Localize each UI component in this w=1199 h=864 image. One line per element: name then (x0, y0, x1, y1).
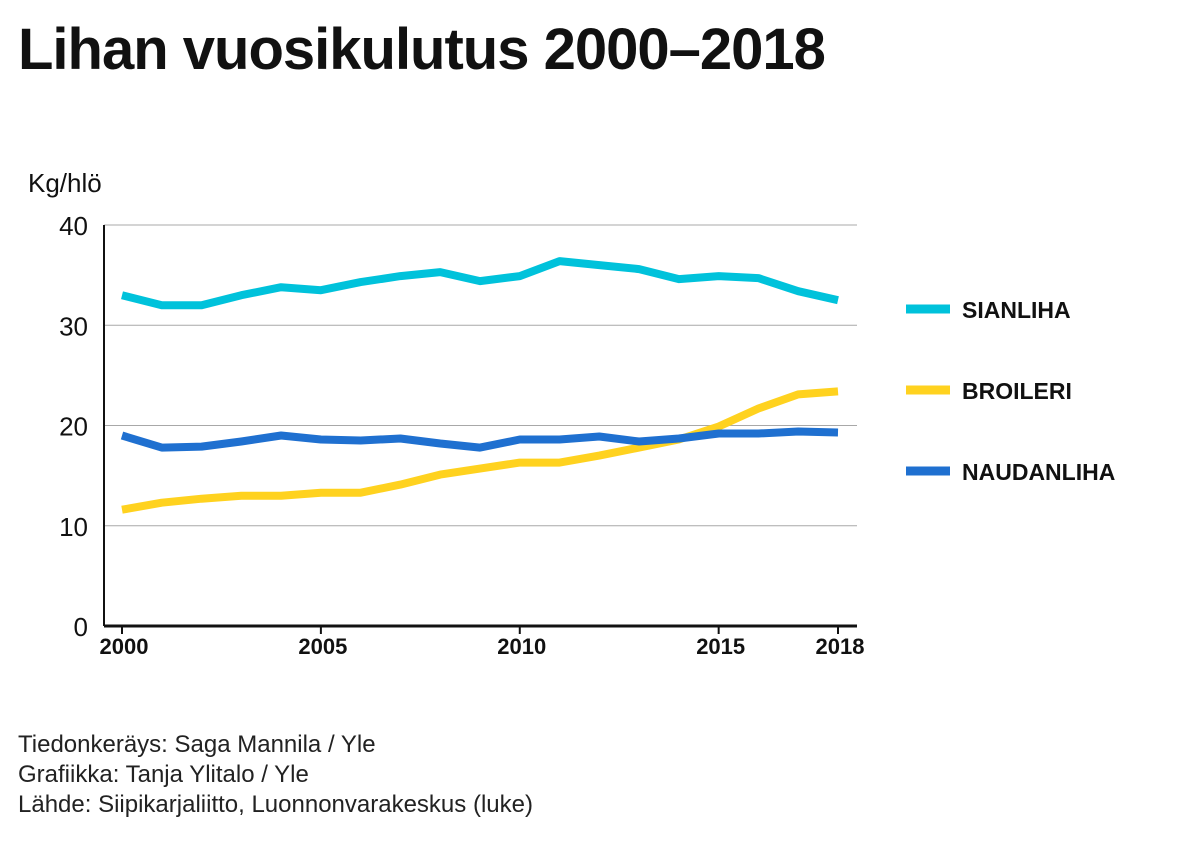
x-tick-label: 2000 (100, 634, 149, 659)
y-tick-label: 10 (59, 512, 88, 542)
y-axis-label: Kg/hlö (28, 168, 102, 198)
legend: SIANLIHA BROILERI NAUDANLIHA (906, 297, 1115, 485)
x-tick-labels: 2000 2005 2010 2015 2018 (100, 634, 865, 659)
credit-graphics: Grafiikka: Tanja Ylitalo / Yle (18, 761, 309, 788)
y-tick-label: 20 (59, 412, 88, 442)
y-tick-label: 40 (59, 211, 88, 241)
chart-title: Lihan vuosikulutus 2000–2018 (18, 17, 826, 82)
axes (103, 225, 857, 634)
credit-data-collection: Tiedonkeräys: Saga Mannila / Yle (18, 731, 376, 758)
line-chart: 0 10 20 30 40 2000 2005 2010 2015 2018 Kg/hlö SI… (28, 168, 1115, 659)
credits: Tiedonkeräys: Saga Mannila / Yle Grafiik… (18, 730, 533, 820)
series-line-broileri (121, 387, 839, 514)
x-tick-label: 2015 (696, 634, 745, 659)
x-tick-label: 2010 (497, 634, 546, 659)
gridlines (104, 224, 857, 527)
legend-label-sianliha: SIANLIHA (962, 297, 1071, 323)
legend-label-broileri: BROILERI (962, 378, 1072, 404)
x-tick-label: 2018 (816, 634, 865, 659)
series-lines (120, 257, 839, 514)
legend-label-naudanliha: NAUDANLIHA (962, 459, 1115, 485)
y-tick-labels: 0 10 20 30 40 (59, 211, 88, 642)
y-tick-label: 0 (74, 612, 88, 642)
y-tick-label: 30 (59, 311, 88, 341)
x-tick-label: 2005 (298, 634, 347, 659)
series-line-naudanliha (120, 427, 839, 452)
series-line-sianliha (121, 257, 839, 310)
credit-source: Lähde: Siipikarjaliitto, Luonnonvarakesk… (18, 791, 533, 818)
